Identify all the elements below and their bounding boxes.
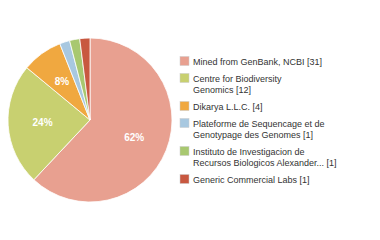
pie-slice [70, 39, 90, 120]
pie [8, 38, 172, 202]
legend-label: Plateforme de Sequencage et deGenotypage… [193, 119, 325, 140]
legend-label: Mined from GenBank, NCBI [31] [193, 57, 322, 67]
legend-swatch [180, 147, 189, 156]
pie-slice [80, 38, 90, 120]
data-label: 24% [33, 117, 53, 128]
legend-label: Instituto de Investigacion deRecursos Bi… [193, 147, 337, 168]
data-labels: 62% 24% 8% [33, 76, 145, 143]
legend-label: Dikarya L.L.C. [4] [193, 102, 263, 112]
chart: 62% 24% 8% Mined from GenBank, NCBI [31] Cen… [0, 0, 380, 240]
legend-label: Generic Commercial Labs [1] [193, 175, 310, 185]
legend: Mined from GenBank, NCBI [31] Centre for … [180, 57, 337, 185]
legend-swatch [180, 119, 189, 128]
legend-swatch [180, 74, 189, 83]
data-label: 62% [124, 132, 144, 143]
legend-swatch [180, 175, 189, 184]
data-label: 8% [55, 76, 70, 87]
legend-label: Centre for BiodiversityGenomics [12] [193, 74, 282, 95]
legend-swatch [180, 102, 189, 111]
legend-swatch [180, 57, 189, 66]
